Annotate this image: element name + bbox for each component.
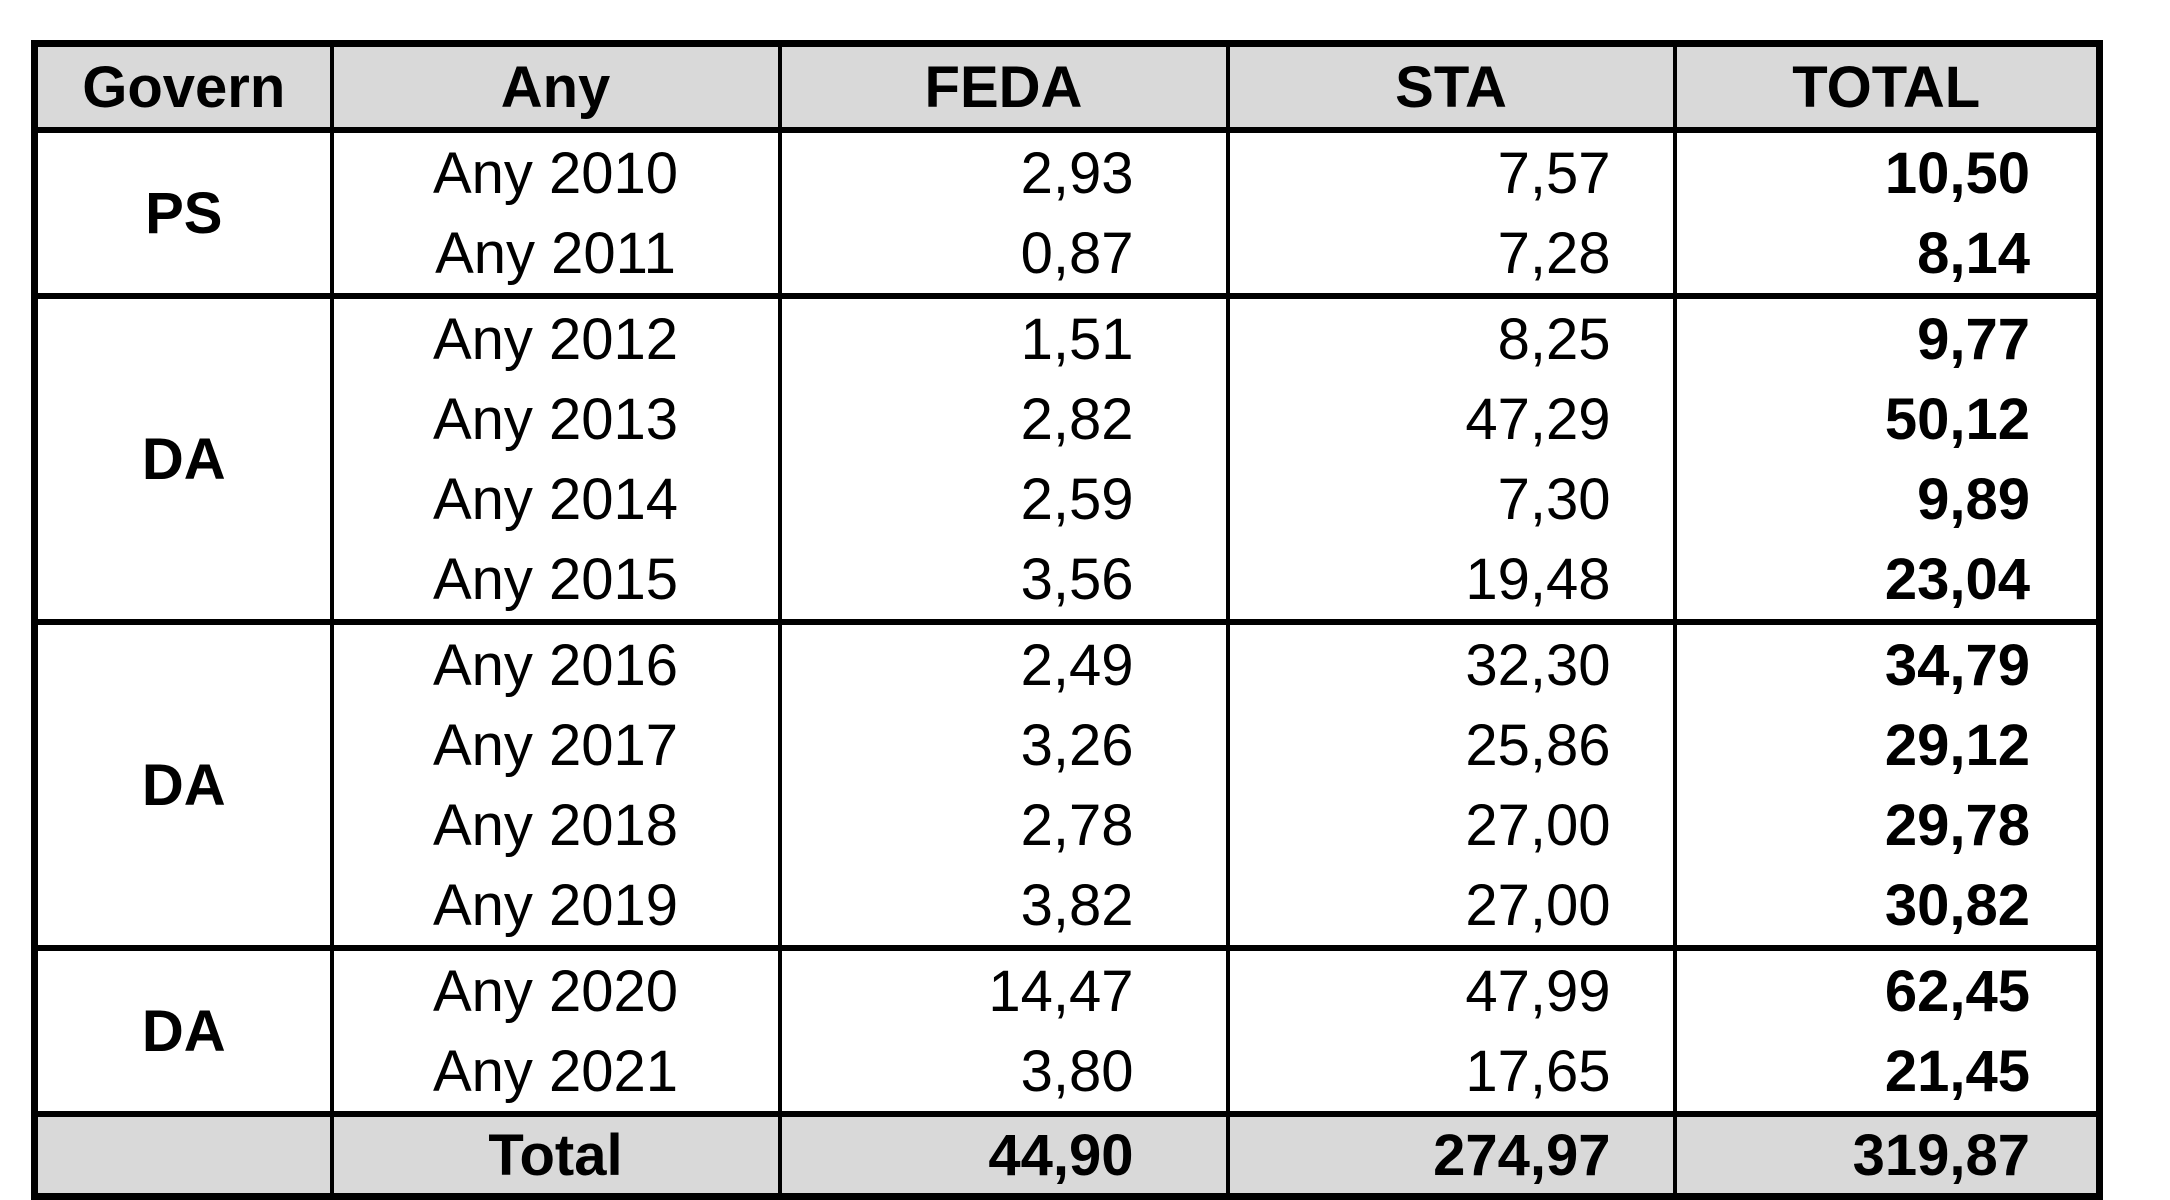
sta-cell: 25,86 bbox=[1225, 705, 1677, 785]
table-header: Govern Any FEDA STA TOTAL bbox=[32, 43, 2102, 133]
sta-cell: 47,99 bbox=[1225, 948, 1677, 1031]
column-header-sta: STA bbox=[1225, 43, 1677, 133]
sta-cell: 17,65 bbox=[1225, 1031, 1677, 1114]
table-row: PS Any 2010 2,93 7,57 10,50 bbox=[32, 130, 2102, 296]
table-row: Any 2018 2,78 27,00 29,78 bbox=[35, 785, 2102, 865]
table-row: Any 2014 2,59 7,30 9,89 bbox=[35, 459, 2102, 539]
year-cell: Any 2014 bbox=[329, 459, 782, 539]
total-cell: 9,77 bbox=[1672, 296, 2102, 379]
table-row: Any 2011 0,87 7,28 8,14 bbox=[35, 213, 2102, 296]
footer-feda-total: 44,90 bbox=[777, 1114, 1230, 1197]
feda-cell: 2,59 bbox=[777, 459, 1230, 539]
table-footer: Total 44,90 274,97 319,87 bbox=[32, 1114, 2102, 1197]
column-header-total: TOTAL bbox=[1672, 43, 2102, 133]
total-cell: 29,78 bbox=[1672, 785, 2102, 865]
year-cell: Any 2018 bbox=[329, 785, 782, 865]
year-cell: Any 2020 bbox=[329, 948, 782, 1031]
column-header-feda: FEDA bbox=[777, 43, 1230, 133]
table-row: Any 2021 3,80 17,65 21,45 bbox=[35, 1031, 2102, 1114]
table-row: DA Any 2020 14,47 47,99 62,45 bbox=[32, 948, 2102, 1114]
table-row: Any 2015 3,56 19,48 23,04 bbox=[35, 539, 2102, 622]
group-da-2: DA Any 2016 2,49 32,30 34,79 Any 2017 3,… bbox=[32, 622, 2102, 948]
total-cell: 34,79 bbox=[1672, 622, 2102, 705]
sta-cell: 47,29 bbox=[1225, 379, 1677, 459]
footer-sta-total: 274,97 bbox=[1225, 1114, 1677, 1197]
year-cell: Any 2013 bbox=[329, 379, 782, 459]
sta-cell: 19,48 bbox=[1225, 539, 1677, 622]
total-cell: 9,89 bbox=[1672, 459, 2102, 539]
group-ps: PS Any 2010 2,93 7,57 10,50 Any 2011 0,8… bbox=[32, 130, 2102, 296]
sta-cell: 8,25 bbox=[1225, 296, 1677, 379]
column-header-govern: Govern bbox=[32, 43, 334, 133]
feda-cell: 1,51 bbox=[777, 296, 1230, 379]
total-row: Total 44,90 274,97 319,87 bbox=[32, 1114, 2102, 1197]
total-cell: 62,45 bbox=[1672, 948, 2102, 1031]
year-cell: Any 2010 bbox=[329, 130, 782, 213]
total-cell: 21,45 bbox=[1672, 1031, 2102, 1114]
footer-grand-total: 319,87 bbox=[1672, 1114, 2102, 1197]
group-da-3: DA Any 2020 14,47 47,99 62,45 Any 2021 3… bbox=[32, 948, 2102, 1114]
year-cell: Any 2011 bbox=[329, 213, 782, 296]
total-cell: 8,14 bbox=[1672, 213, 2102, 296]
total-cell: 50,12 bbox=[1672, 379, 2102, 459]
year-cell: Any 2016 bbox=[329, 622, 782, 705]
feda-cell: 0,87 bbox=[777, 213, 1230, 296]
feda-cell: 2,93 bbox=[777, 130, 1230, 213]
table-row: Any 2019 3,82 27,00 30,82 bbox=[35, 865, 2102, 948]
group-label-da: DA bbox=[32, 622, 334, 948]
year-cell: Any 2021 bbox=[329, 1031, 782, 1114]
feda-cell: 14,47 bbox=[777, 948, 1230, 1031]
year-cell: Any 2015 bbox=[329, 539, 782, 622]
sta-cell: 27,00 bbox=[1225, 865, 1677, 948]
feda-cell: 2,82 bbox=[777, 379, 1230, 459]
footer-total-label: Total bbox=[329, 1114, 782, 1197]
feda-cell: 3,80 bbox=[777, 1031, 1230, 1114]
total-cell: 10,50 bbox=[1672, 130, 2102, 213]
sta-cell: 7,30 bbox=[1225, 459, 1677, 539]
group-label-da: DA bbox=[32, 948, 334, 1114]
budget-table: Govern Any FEDA STA TOTAL PS Any 2010 2,… bbox=[31, 40, 2103, 1200]
sta-cell: 7,28 bbox=[1225, 213, 1677, 296]
table-row: Any 2017 3,26 25,86 29,12 bbox=[35, 705, 2102, 785]
table-row: Any 2013 2,82 47,29 50,12 bbox=[35, 379, 2102, 459]
sta-cell: 32,30 bbox=[1225, 622, 1677, 705]
feda-cell: 2,49 bbox=[777, 622, 1230, 705]
group-label-ps: PS bbox=[32, 130, 334, 296]
total-cell: 29,12 bbox=[1672, 705, 2102, 785]
group-label-da: DA bbox=[32, 296, 334, 622]
feda-cell: 3,56 bbox=[777, 539, 1230, 622]
table-row: DA Any 2016 2,49 32,30 34,79 bbox=[32, 622, 2102, 948]
feda-cell: 2,78 bbox=[777, 785, 1230, 865]
feda-cell: 3,82 bbox=[777, 865, 1230, 948]
column-header-any: Any bbox=[329, 43, 782, 133]
year-cell: Any 2012 bbox=[329, 296, 782, 379]
feda-cell: 3,26 bbox=[777, 705, 1230, 785]
sta-cell: 7,57 bbox=[1225, 130, 1677, 213]
sta-cell: 27,00 bbox=[1225, 785, 1677, 865]
total-cell: 30,82 bbox=[1672, 865, 2102, 948]
footer-govern-cell bbox=[32, 1114, 334, 1197]
table-row: DA Any 2012 1,51 8,25 9,77 bbox=[32, 296, 2102, 622]
year-cell: Any 2017 bbox=[329, 705, 782, 785]
header-row: Govern Any FEDA STA TOTAL bbox=[32, 43, 2102, 133]
year-cell: Any 2019 bbox=[329, 865, 782, 948]
group-da-1: DA Any 2012 1,51 8,25 9,77 Any 2013 2,82… bbox=[32, 296, 2102, 622]
total-cell: 23,04 bbox=[1672, 539, 2102, 622]
budget-table-container: Govern Any FEDA STA TOTAL PS Any 2010 2,… bbox=[31, 40, 2103, 1200]
